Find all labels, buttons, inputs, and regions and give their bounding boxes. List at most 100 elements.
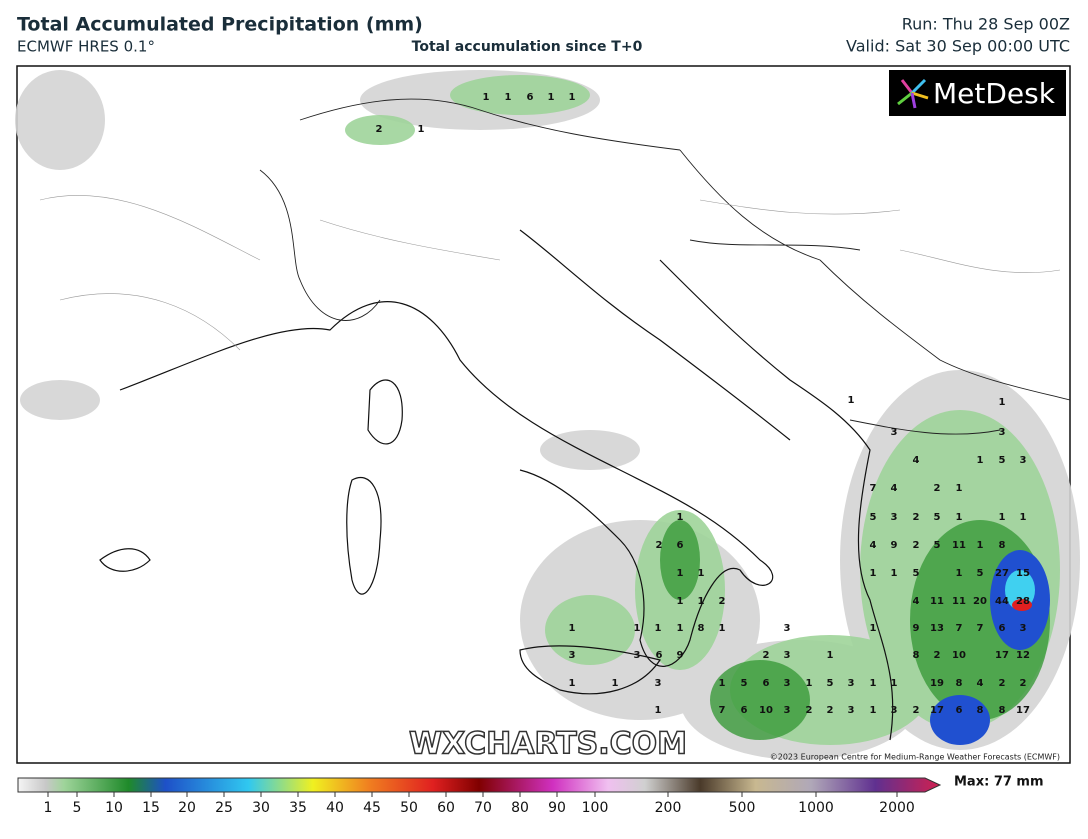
precip-label: 2 — [719, 596, 726, 607]
precip-label: 1 — [655, 623, 662, 634]
colorbar-tick-label: 40 — [326, 800, 344, 816]
precip-label: 1 — [612, 678, 619, 689]
subtitle: Total accumulation since T+0 — [412, 39, 643, 55]
precip-label: 3 — [569, 650, 576, 661]
precip-label: 17 — [930, 705, 944, 716]
run: Run: Thu 28 Sep 00Z — [902, 15, 1070, 34]
colorbar-tick-label: 60 — [437, 800, 455, 816]
precip-label: 27 — [995, 568, 1009, 579]
precip-label: 8 — [913, 650, 920, 661]
precip-label: 4 — [977, 678, 984, 689]
precip-label: 1 — [483, 92, 490, 103]
precip-label: 2 — [806, 705, 813, 716]
precip-label: 1 — [698, 568, 705, 579]
precip-label: 1 — [655, 705, 662, 716]
precip-label: 3 — [784, 623, 791, 634]
colorbar-tick-label: 20 — [178, 800, 196, 816]
precip-label: 1 — [870, 705, 877, 716]
precip-label: 2 — [999, 678, 1006, 689]
precip-label: 1 — [548, 92, 555, 103]
precip-label: 5 — [977, 568, 984, 579]
precip-label: 1 — [677, 568, 684, 579]
precip-label: 5 — [934, 512, 941, 523]
precip-label: 6 — [656, 650, 663, 661]
precip-label: 11 — [930, 596, 944, 607]
precip-label: 8 — [698, 623, 705, 634]
precip-label: 5 — [999, 455, 1006, 466]
precip-label: 2 — [913, 705, 920, 716]
precip-label: 7 — [870, 483, 877, 494]
precip-label: 6 — [741, 705, 748, 716]
precip-label: 1 — [870, 568, 877, 579]
precip-label: 2 — [1020, 678, 1027, 689]
precip-label: 1 — [677, 596, 684, 607]
precip-label: 11 — [952, 596, 966, 607]
colorbar-tick-label: 15 — [142, 800, 160, 816]
precip-label: 1 — [806, 678, 813, 689]
precip-label: 1 — [999, 397, 1006, 408]
precip-label: 7 — [977, 623, 984, 634]
precip-label: 8 — [999, 540, 1006, 551]
precip-label: 8 — [999, 705, 1006, 716]
precip-label: 1 — [999, 512, 1006, 523]
precip-label: 1 — [677, 623, 684, 634]
precip-label: 1 — [891, 678, 898, 689]
precip-label: 1 — [977, 540, 984, 551]
precip-label: 9 — [891, 540, 898, 551]
precip-label: 5 — [870, 512, 877, 523]
precip-label: 2 — [656, 540, 663, 551]
colorbar: 1 5 10 15 20 25 30 35 40 45 50 60 70 80 90 100 200 500 100… — [17, 775, 1044, 816]
max-label: Max: 77 mm — [954, 775, 1044, 790]
precip-label: 5 — [934, 540, 941, 551]
colorbar-tick-label: 50 — [400, 800, 418, 816]
precip-label: 3 — [655, 678, 662, 689]
colorbar-tick-label: 35 — [289, 800, 307, 816]
precip-label: 1 — [418, 124, 425, 135]
precip-label: 5 — [913, 568, 920, 579]
precip-label: 17 — [1016, 705, 1030, 716]
map-labels: 1 1 6 1 12 112 61 11 1 21 1 1 1 8 1 33 3 6 9 2 3 11 1 3 1 5 6 3 1 5 3 1… — [376, 92, 1030, 716]
precip-label: 28 — [1016, 596, 1030, 607]
precip-label: 17 — [995, 650, 1009, 661]
map: MetDesk WXCHARTS.COM ©2023 European Cent… — [15, 65, 1080, 764]
precip-label: 3 — [999, 427, 1006, 438]
precip-label: 2 — [934, 483, 941, 494]
precip-label: 2 — [376, 124, 383, 135]
precip-label: 3 — [891, 512, 898, 523]
precip-label: 44 — [995, 596, 1009, 607]
precip-label: 5 — [741, 678, 748, 689]
precip-label: 1 — [956, 512, 963, 523]
precip-label: 6 — [677, 540, 684, 551]
colorbar-tick-label: 70 — [474, 800, 492, 816]
precip-label: 12 — [1016, 650, 1030, 661]
precip-label: 6 — [999, 623, 1006, 634]
precip-label: 1 — [956, 568, 963, 579]
precip-label: 8 — [956, 678, 963, 689]
precip-label: 19 — [930, 678, 944, 689]
precip-label: 4 — [913, 455, 920, 466]
precip-label: 2 — [827, 705, 834, 716]
precip-label: 13 — [930, 623, 944, 634]
precip-label: 5 — [827, 678, 834, 689]
colorbar-tick-label: 1000 — [798, 800, 834, 816]
colorbar-tick-label: 90 — [548, 800, 566, 816]
precip-label: 8 — [977, 705, 984, 716]
model: ECMWF HRES 0.1° — [17, 38, 155, 56]
colorbar-tick-label: 30 — [252, 800, 270, 816]
precip-label: 1 — [677, 512, 684, 523]
watermark: WXCHARTS.COM — [409, 727, 687, 762]
precip-label: 3 — [784, 705, 791, 716]
precip-label: 1 — [698, 596, 705, 607]
precip-label: 1 — [505, 92, 512, 103]
precip-label: 3 — [891, 427, 898, 438]
precip-label: 1 — [569, 623, 576, 634]
precip-label: 7 — [719, 705, 726, 716]
precip-label: 2 — [913, 540, 920, 551]
valid: Valid: Sat 30 Sep 00:00 UTC — [846, 37, 1070, 56]
precip-label: 2 — [763, 650, 770, 661]
precip-label: 4 — [870, 540, 877, 551]
precip-label: 1 — [569, 678, 576, 689]
colorbar-tick-label: 200 — [655, 800, 682, 816]
precip-label: 1 — [827, 650, 834, 661]
